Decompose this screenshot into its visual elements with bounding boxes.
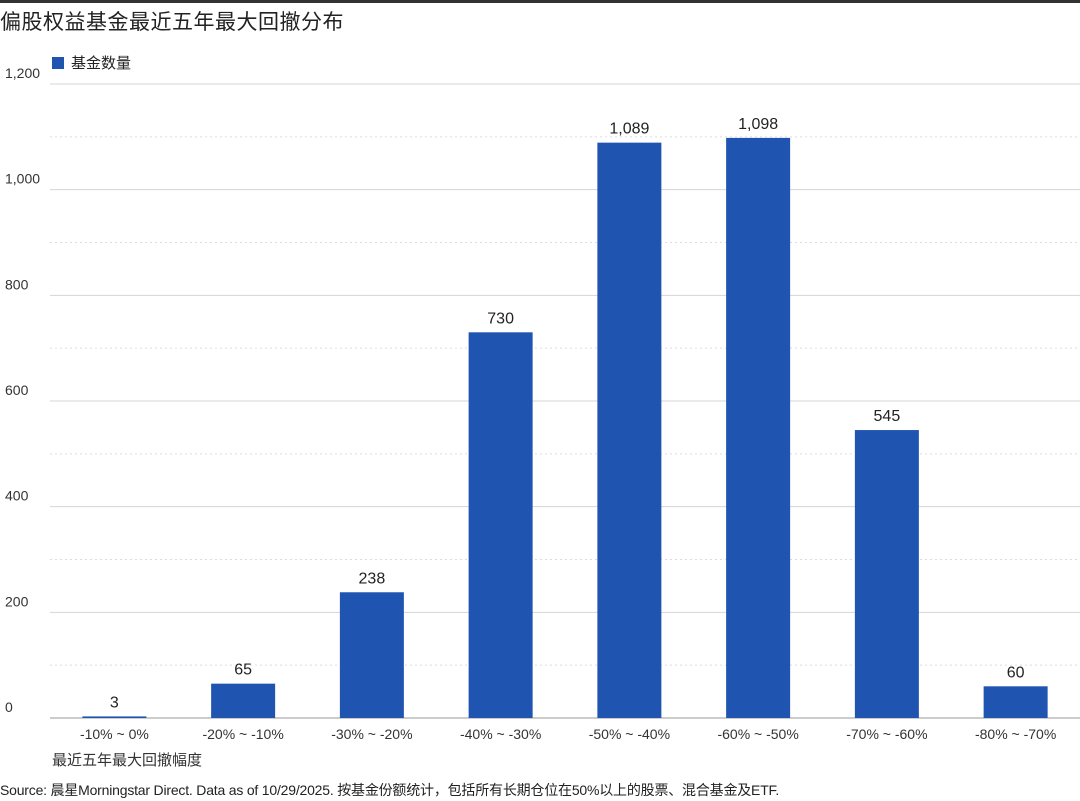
bar [983, 686, 1048, 718]
bar [339, 592, 404, 718]
bar [726, 137, 791, 718]
y-tick-label: 0 [5, 699, 13, 715]
y-tick-label: 600 [5, 382, 29, 398]
x-tick-label: -40% ~ -30% [460, 726, 541, 742]
legend-swatch [52, 56, 64, 69]
x-tick-label: -80% ~ -70% [975, 726, 1056, 742]
bar [854, 430, 919, 718]
data-label: 730 [487, 310, 514, 327]
chart-title: 偏股权益基金最近五年最大回撤分布 [0, 10, 344, 34]
bar [82, 716, 147, 718]
top-rule [0, 0, 1080, 3]
x-axis-title: 最近五年最大回撤幅度 [52, 751, 202, 769]
y-tick-label: 1,200 [5, 65, 40, 81]
y-tick-label: 1,000 [5, 171, 40, 187]
x-tick-label: -10% ~ 0% [80, 726, 149, 742]
y-tick-label: 200 [5, 593, 29, 609]
legend-label: 基金数量 [71, 54, 132, 72]
data-label: 65 [234, 662, 252, 679]
bar [597, 142, 662, 718]
x-tick-label: -50% ~ -40% [589, 726, 670, 742]
x-tick-label: -60% ~ -50% [717, 726, 798, 742]
data-label: 1,089 [609, 121, 649, 138]
data-label: 60 [1007, 664, 1025, 681]
x-tick-label: -30% ~ -20% [331, 726, 412, 742]
x-tick-label: -20% ~ -10% [202, 726, 283, 742]
bar [211, 683, 276, 718]
data-label: 3 [110, 694, 119, 711]
source-note: Source: 晨星Morningstar Direct. Data as of… [0, 782, 780, 798]
data-label: 238 [359, 570, 386, 587]
x-tick-label: -70% ~ -60% [846, 726, 927, 742]
data-label: 1,098 [738, 116, 778, 133]
y-tick-label: 400 [5, 488, 29, 504]
legend: 基金数量 [52, 52, 131, 73]
y-tick-label: 800 [5, 276, 29, 292]
data-label: 545 [874, 408, 901, 425]
bar [468, 332, 533, 718]
